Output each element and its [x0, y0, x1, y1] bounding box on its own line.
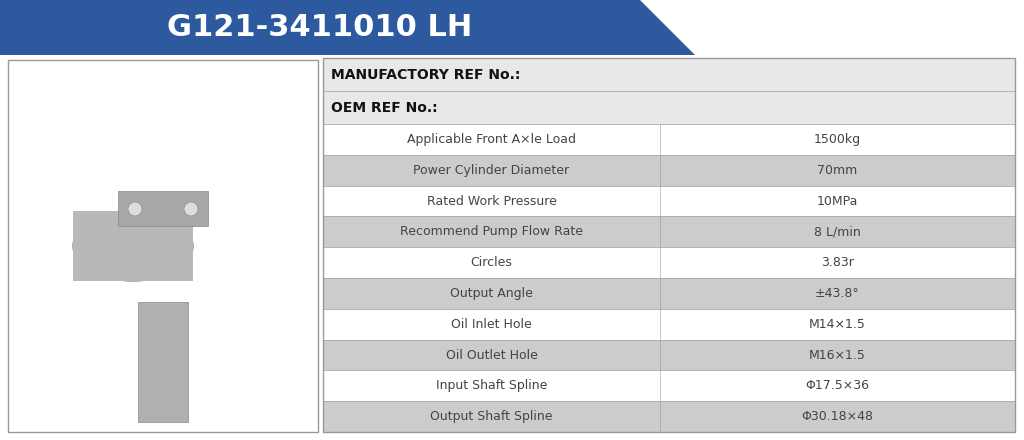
Bar — [323, 216, 1015, 247]
Bar — [323, 124, 1015, 155]
Bar — [323, 370, 1015, 401]
Bar — [323, 91, 1015, 124]
Text: OEM REF No.:: OEM REF No.: — [331, 100, 437, 114]
Text: MANUFACTORY REF No.:: MANUFACTORY REF No.: — [331, 67, 520, 81]
Text: Rated Work Pressure: Rated Work Pressure — [427, 194, 556, 208]
Text: 70mm: 70mm — [817, 164, 858, 177]
Bar — [323, 278, 1015, 309]
Text: Circles: Circles — [471, 256, 512, 269]
Bar — [323, 155, 1015, 186]
Text: Output Angle: Output Angle — [451, 287, 532, 300]
Bar — [138, 302, 188, 422]
Text: Oil Inlet Hole: Oil Inlet Hole — [452, 318, 531, 331]
Bar — [323, 186, 1015, 216]
Circle shape — [128, 202, 142, 216]
Text: Output Shaft Spline: Output Shaft Spline — [430, 410, 553, 423]
Ellipse shape — [73, 211, 193, 281]
Bar — [323, 340, 1015, 370]
Text: 1500kg: 1500kg — [814, 133, 861, 146]
Text: 3.83r: 3.83r — [821, 256, 854, 269]
Bar — [323, 401, 1015, 432]
Bar — [323, 58, 1015, 91]
Text: Input Shaft Spline: Input Shaft Spline — [436, 379, 547, 392]
Bar — [323, 247, 1015, 278]
Text: Oil Outlet Hole: Oil Outlet Hole — [445, 348, 538, 362]
Polygon shape — [0, 0, 695, 55]
Bar — [323, 58, 1015, 432]
Text: Recommend Pump Flow Rate: Recommend Pump Flow Rate — [400, 225, 583, 238]
Circle shape — [184, 202, 198, 216]
Text: 8 L/min: 8 L/min — [814, 225, 861, 238]
Text: 10MPa: 10MPa — [817, 194, 858, 208]
Text: M14×1.5: M14×1.5 — [809, 318, 866, 331]
Bar — [8, 60, 318, 432]
Text: M16×1.5: M16×1.5 — [809, 348, 866, 362]
Bar — [73, 211, 193, 281]
Text: Φ17.5×36: Φ17.5×36 — [806, 379, 869, 392]
Text: Power Cylinder Diameter: Power Cylinder Diameter — [414, 164, 569, 177]
Bar — [323, 309, 1015, 340]
Bar — [118, 191, 208, 226]
Text: Applicable Front A×le Load: Applicable Front A×le Load — [407, 133, 575, 146]
Text: Φ30.18×48: Φ30.18×48 — [802, 410, 873, 423]
Text: G121-3411010 LH: G121-3411010 LH — [167, 13, 473, 42]
Text: ±43.8°: ±43.8° — [815, 287, 860, 300]
